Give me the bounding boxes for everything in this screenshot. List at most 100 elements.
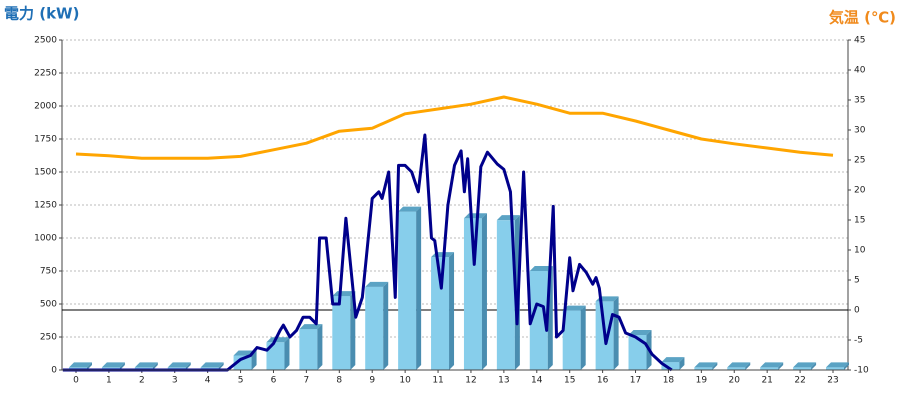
bar-face <box>266 337 290 343</box>
bar-face <box>233 355 252 370</box>
bar-face <box>101 362 125 368</box>
bar-face <box>628 335 647 370</box>
bar-face <box>613 296 619 370</box>
bar-face <box>778 362 784 370</box>
y2-tick-label: 0 <box>854 306 860 316</box>
bar <box>233 350 257 370</box>
y2-tick-label: 15 <box>854 216 865 226</box>
bar-face <box>496 215 520 221</box>
y-tick-label: 500 <box>40 300 57 310</box>
bar <box>266 337 290 370</box>
bar-face <box>481 213 487 370</box>
bar <box>463 213 487 370</box>
y2-tick-label: 20 <box>854 186 866 196</box>
bar-face <box>727 367 746 370</box>
y2-tick-label: 10 <box>854 246 866 256</box>
bar-face <box>69 362 92 368</box>
y-tick-label: 2000 <box>34 102 57 112</box>
bar-face <box>811 362 817 370</box>
x-tick-label: 10 <box>399 376 411 386</box>
bar <box>694 362 718 370</box>
x-tick-label: 19 <box>696 376 708 386</box>
bar-face <box>299 329 318 370</box>
bar-face <box>152 362 158 370</box>
bar-face <box>679 357 685 370</box>
bar-face <box>463 218 482 370</box>
x-tick-label: 8 <box>336 376 342 386</box>
bar-face <box>745 362 751 370</box>
x-tick-label: 9 <box>369 376 375 386</box>
x-tick-label: 1 <box>106 376 112 386</box>
bar <box>562 305 586 370</box>
x-tick-label: 20 <box>729 376 741 386</box>
bar-face <box>712 362 718 370</box>
bar-face <box>416 206 422 370</box>
x-tick-label: 13 <box>498 376 509 386</box>
x-tick-label: 22 <box>794 376 805 386</box>
y-tick-label: 0 <box>51 366 57 376</box>
y2-tick-label: -5 <box>854 336 863 346</box>
x-tick-label: 11 <box>432 376 443 386</box>
line <box>62 133 673 372</box>
y-tick-label: 1750 <box>34 135 57 145</box>
bar-face <box>496 220 515 370</box>
y-axis-title: 電力 (kW) <box>4 5 79 23</box>
y-tick-label: 2250 <box>34 69 57 79</box>
bar-face <box>628 330 652 336</box>
bar-face <box>167 362 191 368</box>
bar-face <box>365 286 384 370</box>
bar-face <box>844 362 849 370</box>
bar-face <box>119 362 125 370</box>
bar-face <box>383 281 389 370</box>
bar-face <box>760 367 779 370</box>
x-tick-label: 5 <box>238 376 244 386</box>
bar-face <box>200 362 224 368</box>
bar-face <box>760 362 784 368</box>
bar-face <box>266 342 285 370</box>
bar-face <box>529 266 553 271</box>
x-tick-label: 15 <box>564 376 575 386</box>
x-tick-label: 23 <box>827 376 838 386</box>
bar-face <box>185 362 191 370</box>
line <box>75 95 834 160</box>
bar-face <box>826 367 844 370</box>
bar-face <box>134 362 158 368</box>
y2-tick-label: 5 <box>854 276 860 286</box>
bar <box>727 362 751 370</box>
bar <box>793 362 817 370</box>
bar-face <box>449 252 455 370</box>
x-tick-label: 7 <box>304 376 310 386</box>
bar-face <box>332 296 351 370</box>
x-tick-label: 2 <box>139 376 145 386</box>
bar-face <box>694 362 718 368</box>
bar-face <box>580 305 586 370</box>
y-tick-label: 1500 <box>34 168 57 178</box>
bar-face <box>661 362 680 370</box>
bar-face <box>727 362 751 368</box>
y2-tick-label: 30 <box>854 126 866 136</box>
bar-face <box>332 291 356 297</box>
y-tick-label: 2500 <box>34 36 57 46</box>
bar <box>760 362 784 370</box>
bar-face <box>793 362 817 368</box>
bar-face <box>299 324 323 330</box>
bar-face <box>694 367 713 370</box>
y-tick-label: 250 <box>40 333 57 343</box>
y2-tick-label: 35 <box>854 96 865 106</box>
bar-face <box>431 257 450 370</box>
bar <box>299 324 323 370</box>
y-tick-label: 750 <box>40 267 57 277</box>
bar-face <box>317 324 323 370</box>
bar-face <box>793 367 812 370</box>
bar-face <box>251 350 257 370</box>
bar-face <box>218 362 224 370</box>
bar-face <box>365 281 389 287</box>
bar-face <box>661 357 685 363</box>
y2-tick-label: 45 <box>854 36 865 46</box>
x-tick-label: 0 <box>73 376 79 386</box>
y-tick-label: 1250 <box>34 201 57 211</box>
y2-axis-title: 気温 (℃) <box>829 9 896 27</box>
bar <box>826 362 849 370</box>
x-tick-label: 6 <box>271 376 277 386</box>
